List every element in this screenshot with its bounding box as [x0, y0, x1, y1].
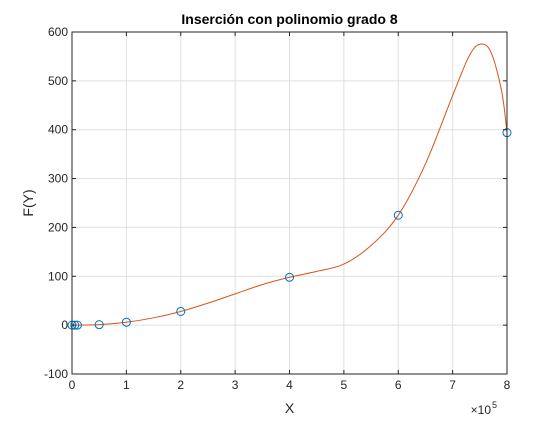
- x-tick-label: 3: [232, 378, 239, 392]
- x-tick-label: 8: [504, 378, 511, 392]
- x-tick-label: 7: [449, 378, 456, 392]
- data-point-marker: [121, 317, 131, 327]
- x-tick-label: 4: [286, 378, 293, 392]
- x-axis-label: X: [285, 400, 295, 416]
- y-tick-label: 400: [48, 123, 68, 137]
- y-tick-label: 600: [48, 25, 68, 39]
- data-point-marker: [393, 210, 403, 220]
- y-tick-label: 200: [48, 220, 68, 234]
- x-tick-label: 6: [395, 378, 402, 392]
- data-point-marker: [285, 272, 294, 282]
- y-tick-label: 0: [61, 318, 68, 332]
- x-tick-label: 2: [177, 378, 184, 392]
- data-point-marker: [70, 320, 80, 330]
- y-tick-label: 100: [48, 269, 68, 283]
- data-point-marker: [94, 320, 104, 330]
- y-axis-label: F(Y): [20, 189, 36, 216]
- chart-title: Inserción con polinomio grado 8: [181, 11, 397, 27]
- y-tick-label: 300: [48, 172, 68, 186]
- y-tick-label: 500: [48, 74, 68, 88]
- polynomial-curve: [71, 43, 508, 326]
- x-multiplier-exponent: 5: [492, 400, 497, 410]
- x-tick-label: 0: [69, 378, 76, 392]
- x-tick-label: 5: [341, 378, 348, 392]
- y-tick-label: -100: [44, 367, 68, 381]
- data-point-marker: [176, 306, 186, 316]
- x-tick-label: 1: [123, 378, 130, 392]
- x-multiplier-base: ×10: [471, 403, 492, 417]
